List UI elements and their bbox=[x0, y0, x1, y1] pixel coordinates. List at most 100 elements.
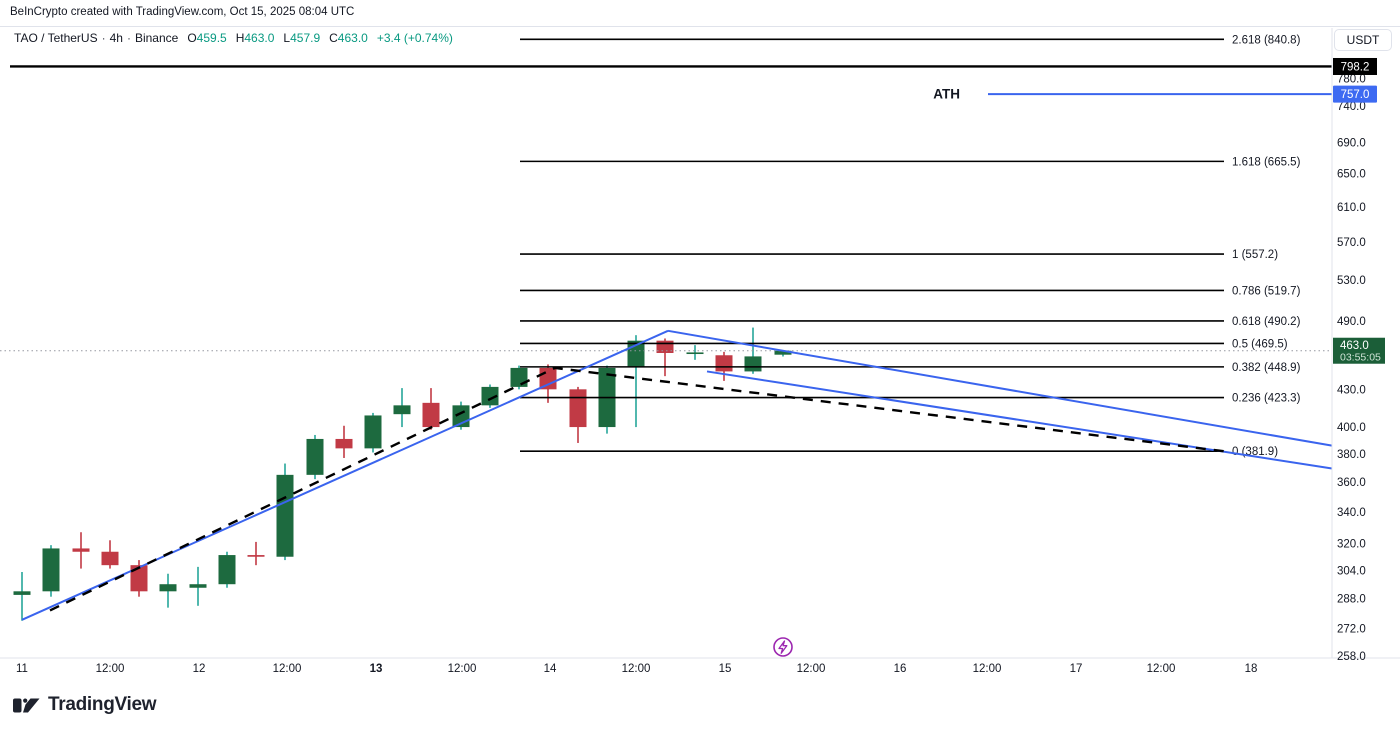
bullish-candle bbox=[686, 352, 704, 355]
open-value: 459.5 bbox=[196, 31, 227, 45]
price-tick-740: 740.0 bbox=[1337, 101, 1366, 113]
flash-event-icon[interactable] bbox=[773, 637, 793, 657]
interval-label[interactable]: 4h bbox=[109, 31, 123, 45]
time-label-12:00: 12:00 bbox=[622, 663, 651, 675]
price-tick-340: 340.0 bbox=[1337, 507, 1366, 519]
legend-separator: · bbox=[126, 31, 131, 45]
low-label: L bbox=[283, 31, 291, 45]
close-value: 463.0 bbox=[337, 31, 368, 45]
time-label-13: 13 bbox=[370, 663, 383, 675]
top-price-label bbox=[1333, 57, 1377, 75]
bearish-candle bbox=[72, 548, 90, 552]
price-tick-400: 400.0 bbox=[1337, 422, 1366, 434]
bearish-candle bbox=[101, 551, 119, 566]
fib-label-0.382[interactable]: 0.382 (448.9) bbox=[1232, 362, 1301, 374]
bearish-candle bbox=[335, 438, 353, 449]
attribution-bar: BeInCrypto created with TradingView.com,… bbox=[0, 0, 1400, 27]
ath-text: ATH bbox=[933, 87, 960, 102]
bullish-candle bbox=[393, 405, 411, 415]
bullish-candle bbox=[159, 584, 177, 592]
exchange-label[interactable]: Binance bbox=[134, 31, 179, 45]
bullish-candle bbox=[774, 350, 792, 355]
price-tick-610: 610.0 bbox=[1337, 202, 1366, 214]
price-tick-272: 272.0 bbox=[1337, 623, 1366, 635]
price-tick-570: 570.0 bbox=[1337, 237, 1366, 249]
time-label-17: 17 bbox=[1070, 663, 1083, 675]
ath-price-label bbox=[1333, 85, 1377, 103]
time-label-12:00: 12:00 bbox=[973, 663, 1002, 675]
price-tick-304: 304.0 bbox=[1337, 565, 1366, 577]
bearish-candle bbox=[422, 402, 440, 428]
fib-label-1[interactable]: 1 (557.2) bbox=[1232, 249, 1278, 261]
bearish-candle bbox=[715, 355, 733, 372]
price-tick-690: 690.0 bbox=[1337, 138, 1366, 150]
price-tick-650: 650.0 bbox=[1337, 169, 1366, 181]
bearish-candle bbox=[569, 389, 587, 428]
bullish-candle bbox=[218, 555, 236, 585]
time-label-12:00: 12:00 bbox=[1147, 663, 1176, 675]
bullish-candle bbox=[306, 438, 324, 475]
fib-label-1.618[interactable]: 1.618 (665.5) bbox=[1232, 156, 1301, 168]
price-tick-258: 258.0 bbox=[1337, 651, 1366, 663]
fib-label-0.236[interactable]: 0.236 (423.3) bbox=[1232, 393, 1301, 405]
close-label: C bbox=[329, 31, 338, 45]
bullish-candle bbox=[276, 474, 294, 557]
price-tick-490: 490.0 bbox=[1337, 316, 1366, 328]
current-price-text: 463.0 bbox=[1340, 340, 1369, 352]
dashed-trend-line[interactable] bbox=[49, 366, 1229, 612]
price-tick-288: 288.0 bbox=[1337, 594, 1366, 606]
low-value: 457.9 bbox=[290, 31, 321, 45]
open-label: O bbox=[187, 31, 197, 45]
rising-support-line[interactable] bbox=[21, 329, 669, 621]
time-label-14: 14 bbox=[544, 663, 557, 675]
pennant-lower-line[interactable] bbox=[706, 370, 1333, 470]
time-label-12:00: 12:00 bbox=[273, 663, 302, 675]
bullish-candle bbox=[364, 415, 382, 449]
time-label-12:00: 12:00 bbox=[797, 663, 826, 675]
bullish-candle bbox=[42, 548, 60, 592]
bullish-candle bbox=[510, 367, 528, 387]
attribution-text: BeInCrypto created with TradingView.com,… bbox=[10, 6, 355, 18]
price-tick-380: 380.0 bbox=[1337, 449, 1366, 461]
bullish-candle bbox=[189, 584, 207, 588]
change-value: +3.4 (+0.74%) bbox=[376, 31, 453, 45]
high-label: H bbox=[235, 31, 245, 45]
currency-button[interactable]: USDT bbox=[1334, 29, 1392, 51]
price-tick-430: 430.0 bbox=[1337, 384, 1366, 396]
fib-label-0.786[interactable]: 0.786 (519.7) bbox=[1232, 285, 1301, 297]
legend-separator: · bbox=[101, 31, 106, 45]
top-price-label-text: 798.2 bbox=[1341, 61, 1370, 73]
symbol-legend: TAO / TetherUS · 4h · Binance O459.5 H463.0 L45… bbox=[14, 31, 453, 45]
pennant-upper-line[interactable] bbox=[667, 329, 1333, 447]
tradingview-logo-text[interactable]: TradingView bbox=[48, 694, 157, 715]
time-label-11: 11 bbox=[16, 663, 28, 675]
ath-price-label-text: 757.0 bbox=[1341, 89, 1370, 101]
bullish-candle bbox=[744, 356, 762, 372]
fib-label-0.5[interactable]: 0.5 (469.5) bbox=[1232, 338, 1288, 350]
high-value: 463.0 bbox=[244, 31, 275, 45]
time-label-12:00: 12:00 bbox=[96, 663, 125, 675]
price-tick-780: 780.0 bbox=[1337, 74, 1366, 86]
time-label-16: 16 bbox=[894, 663, 907, 675]
price-tick-360: 360.0 bbox=[1337, 477, 1366, 489]
time-label-15: 15 bbox=[719, 663, 732, 675]
bullish-candle bbox=[13, 591, 31, 595]
footer-branding: TradingView bbox=[13, 694, 157, 716]
time-label-12:00: 12:00 bbox=[448, 663, 477, 675]
bearish-candle bbox=[247, 555, 265, 557]
bearish-candle bbox=[130, 565, 148, 592]
symbol-name[interactable]: TAO / TetherUS bbox=[14, 31, 98, 45]
price-tick-530: 530.0 bbox=[1337, 275, 1366, 287]
time-label-12: 12 bbox=[193, 663, 206, 675]
fib-label-0.618[interactable]: 0.618 (490.2) bbox=[1232, 316, 1301, 328]
price-tick-320: 320.0 bbox=[1337, 539, 1366, 551]
candle-countdown-text: 03:55:05 bbox=[1340, 352, 1381, 364]
bullish-candle bbox=[481, 386, 499, 406]
fib-label-2.618[interactable]: 2.618 (840.8) bbox=[1232, 34, 1301, 46]
lightning-bolt-icon bbox=[778, 640, 788, 654]
time-label-18: 18 bbox=[1245, 663, 1258, 675]
current-price-label[interactable] bbox=[1333, 337, 1385, 364]
tradingview-logo-icon[interactable] bbox=[13, 696, 40, 715]
